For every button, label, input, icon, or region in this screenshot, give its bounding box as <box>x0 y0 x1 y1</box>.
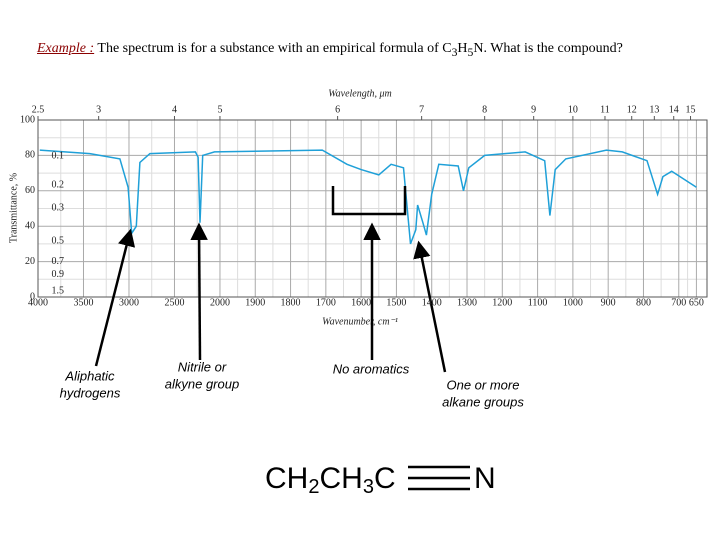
subscript: 3 <box>451 45 458 59</box>
formula-subscript: 3 <box>363 476 374 498</box>
y-tick-label: 80 <box>25 150 35 161</box>
formula-part: CH <box>319 462 362 495</box>
formula: CH2CH3C <box>265 462 396 498</box>
question-text: N. What is the compound? <box>473 41 623 56</box>
annotation: Aliphatic <box>64 368 115 383</box>
absorbance-label: 0.2 <box>52 180 65 191</box>
top-tick-label: 11 <box>600 104 610 115</box>
top-tick-label: 7 <box>419 104 424 115</box>
annotation: One or more <box>447 377 520 392</box>
arrow <box>190 222 208 361</box>
spectrum-line <box>39 149 697 245</box>
y-tick-label: 20 <box>25 256 35 267</box>
x-tick-label: 1100 <box>528 297 548 308</box>
top-tick-label: 2.5 <box>32 104 45 115</box>
absorbance-label: 0.5 <box>52 235 65 246</box>
annotation: No aromatics <box>333 361 410 376</box>
top-tick-label: 10 <box>568 104 578 115</box>
absorbance-label: 0.9 <box>52 269 65 280</box>
absorbance-label: 0.1 <box>52 151 65 162</box>
x-tick-label: 1200 <box>492 297 512 308</box>
triple-bond <box>408 465 470 491</box>
top-tick-label: 5 <box>217 104 222 115</box>
absorbance-label: 1.5 <box>52 286 65 297</box>
top-tick-label: 12 <box>627 104 637 115</box>
formula-part: N <box>474 462 496 495</box>
x-tick-label: 1400 <box>422 297 442 308</box>
annotation: hydrogens <box>60 385 121 400</box>
x-tick-label: 700 <box>671 297 686 308</box>
top-tick-label: 15 <box>686 104 696 115</box>
x-axis-title: Wavenumber, cm⁻¹ <box>322 316 398 327</box>
y-axis-title: Transmittance, % <box>8 173 19 243</box>
question-text: The spectrum is for a substance with an … <box>97 41 452 56</box>
top-tick-label: 6 <box>335 104 340 115</box>
bracket <box>331 186 407 216</box>
arrow <box>413 240 447 373</box>
absorbance-label: 0.3 <box>52 203 65 214</box>
question-text: H <box>457 41 468 56</box>
x-tick-label: 1800 <box>281 297 301 308</box>
formula-subscript: 2 <box>308 476 319 498</box>
x-tick-label: 800 <box>636 297 651 308</box>
top-axis-title: Wavelength, μm <box>328 88 392 99</box>
top-tick-label: 8 <box>482 104 487 115</box>
formula-part: C <box>374 462 396 495</box>
y-tick-label: 60 <box>25 185 35 196</box>
x-tick-label: 2000 <box>210 297 230 308</box>
annotation: Nitrile or <box>178 359 227 374</box>
x-tick-label: 1500 <box>386 297 406 308</box>
absorbance-label: 0.7 <box>52 256 65 267</box>
top-tick-label: 13 <box>649 104 659 115</box>
x-tick-label: 900 <box>601 297 616 308</box>
x-tick-label: 1000 <box>563 297 583 308</box>
x-tick-label: 1300 <box>457 297 477 308</box>
x-tick-label: 650 <box>689 297 704 308</box>
y-tick-label: 100 <box>20 114 35 125</box>
x-tick-label: 1700 <box>316 297 336 308</box>
top-tick-label: 4 <box>172 104 177 115</box>
question-lead: Example : <box>37 41 95 56</box>
top-tick-label: 3 <box>96 104 101 115</box>
question: Example : The spectrum is for a substanc… <box>37 38 677 64</box>
x-tick-label: 1600 <box>351 297 371 308</box>
arrow <box>94 228 136 367</box>
x-tick-label: 3000 <box>119 297 139 308</box>
annotation: alkane groups <box>442 394 524 409</box>
y-tick-label: 40 <box>25 220 35 231</box>
x-tick-label: 1900 <box>245 297 265 308</box>
x-tick-label: 4000 <box>28 297 48 308</box>
y-tick-label: 0 <box>30 291 35 302</box>
top-tick-label: 9 <box>531 104 536 115</box>
subscript: 5 <box>467 45 474 59</box>
marks <box>39 149 697 245</box>
x-tick-label: 3500 <box>73 297 93 308</box>
annotation: alkyne group <box>165 376 239 391</box>
formula-part: CH <box>265 462 308 495</box>
x-tick-label: 2500 <box>164 297 184 308</box>
top-tick-label: 14 <box>669 104 679 115</box>
